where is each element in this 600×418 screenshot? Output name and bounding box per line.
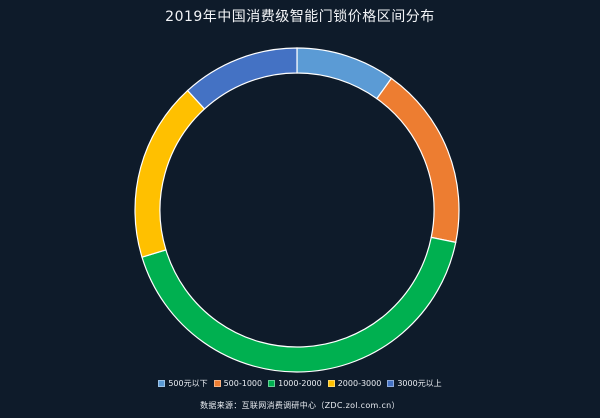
legend-label: 2000-3000 <box>337 379 382 388</box>
legend-swatch <box>327 380 335 387</box>
legend-swatch <box>387 380 395 387</box>
legend-item-5: 3000元以上 <box>387 378 442 389</box>
legend-label: 3000元以上 <box>397 379 442 388</box>
donut-slice-5 <box>186 47 298 110</box>
chart-legend: 500元以下 500-1000 1000-2000 2000-3000 3000元以上 <box>0 378 600 389</box>
legend-item-1: 500元以下 <box>158 378 208 389</box>
legend-swatch <box>268 380 276 387</box>
donut-slice-2 <box>375 77 460 244</box>
donut-slice-4 <box>134 89 206 258</box>
legend-label: 1000-2000 <box>278 379 322 388</box>
source-note: 数据来源：互联网消费调研中心（ZDC.zol.com.cn） <box>200 401 400 410</box>
legend-item-4: 2000-3000 <box>327 379 382 388</box>
legend-item-3: 1000-2000 <box>268 379 322 388</box>
legend-label: 500-1000 <box>223 379 263 388</box>
legend-label: 500元以下 <box>168 379 208 388</box>
donut-slice-3 <box>141 236 457 373</box>
chart-title: 2019年中国消费级智能门锁价格区间分布 <box>165 9 435 25</box>
legend-swatch <box>158 380 166 387</box>
legend-swatch <box>213 380 221 387</box>
legend-item-2: 500-1000 <box>213 379 263 388</box>
donut-slice-1 <box>296 47 393 100</box>
